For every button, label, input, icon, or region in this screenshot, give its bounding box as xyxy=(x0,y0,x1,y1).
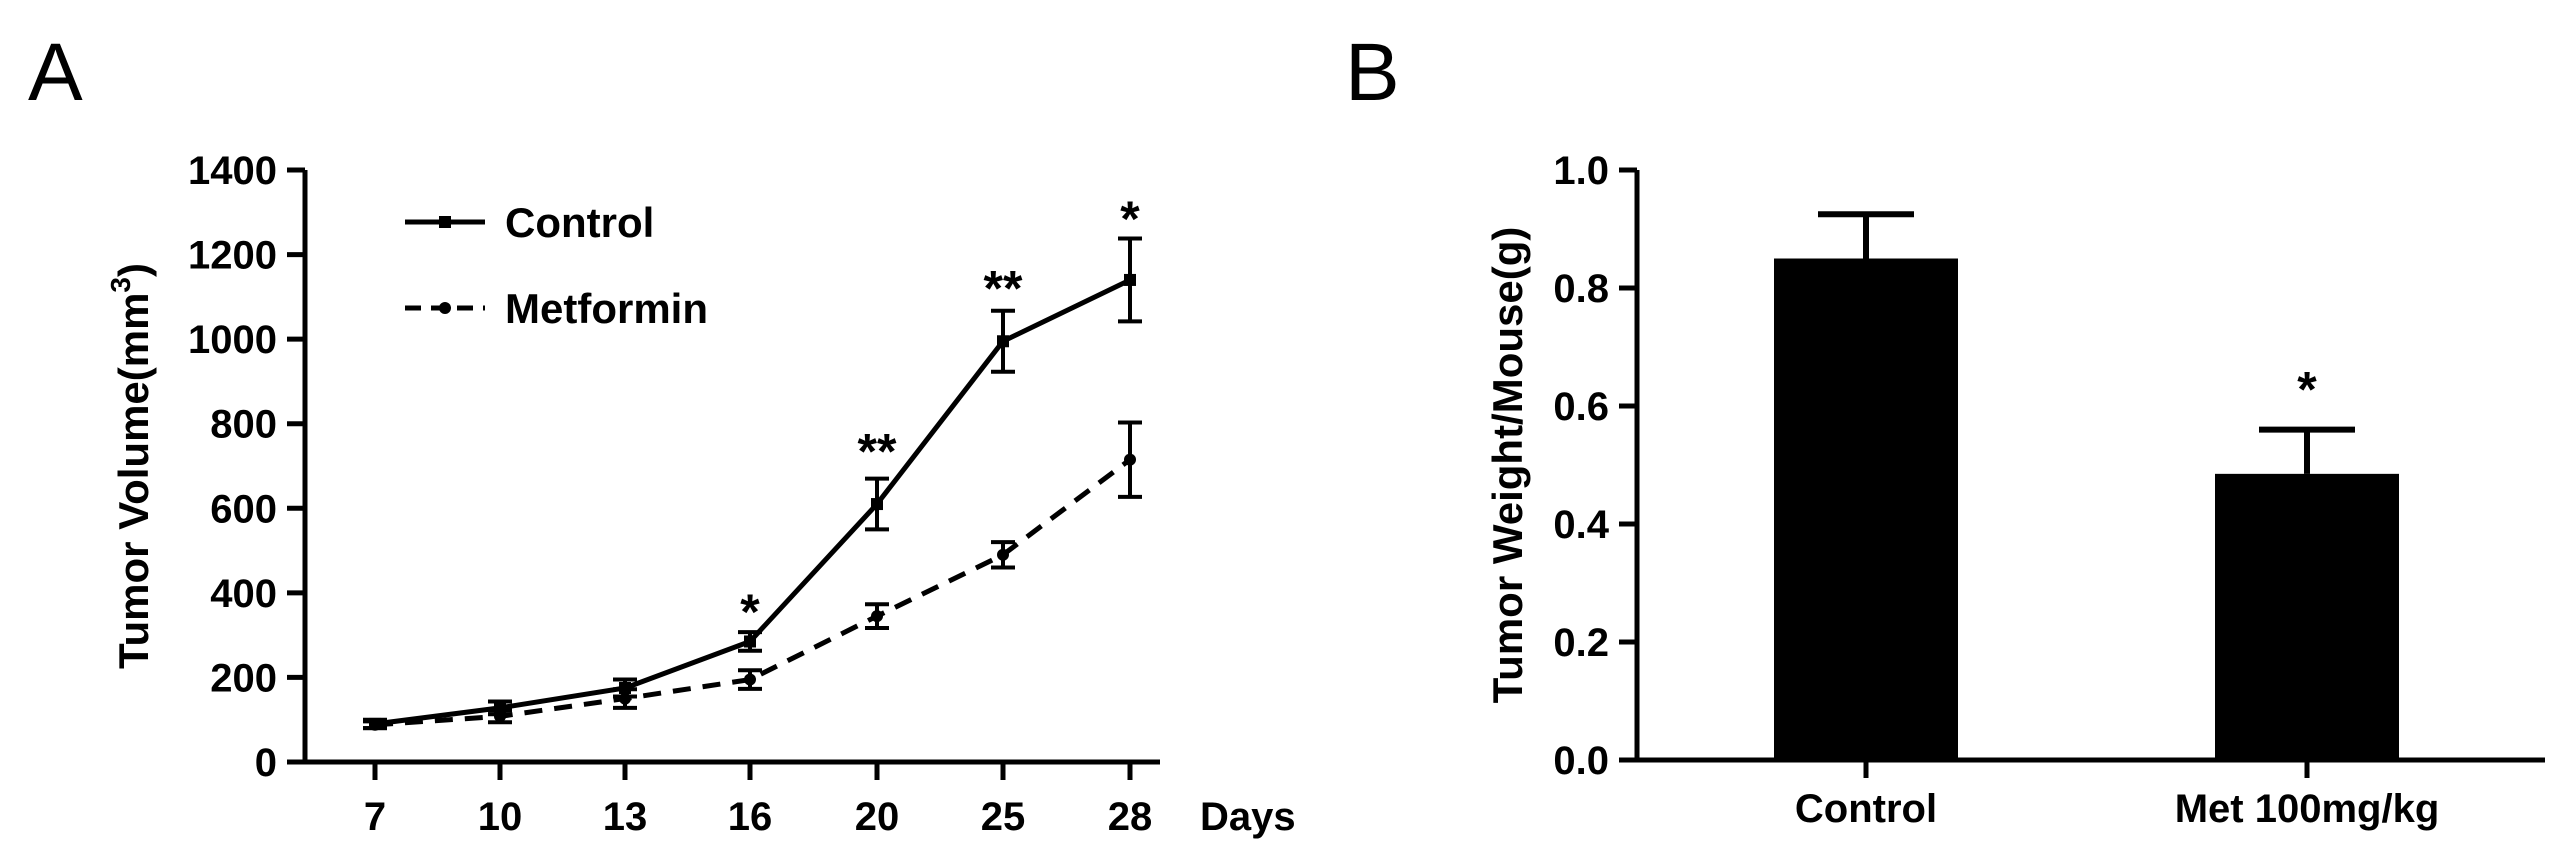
y-tick-label-a: 1000 xyxy=(188,318,277,362)
y-tick-label-a: 600 xyxy=(210,487,277,531)
y-tick-label-a: 200 xyxy=(210,656,277,700)
data-point-metformin xyxy=(997,548,1009,561)
series-line-control xyxy=(374,277,1132,727)
data-point-metformin xyxy=(871,610,883,623)
y-tick-label-b: 0.6 xyxy=(1553,385,1609,429)
y-tick-label-b: 0.0 xyxy=(1553,739,1609,783)
y-axis-title-superscript-a: 3 xyxy=(105,277,136,293)
y-axis-title-text-a: Tumor Volume(mm xyxy=(110,293,157,669)
y-tick-label-a: 1200 xyxy=(188,234,277,278)
significance-marker-a: * xyxy=(1120,191,1140,247)
x-tick-label-b: Control xyxy=(1795,787,1937,831)
data-point-metformin xyxy=(494,710,506,723)
data-point-metformin xyxy=(369,718,381,731)
data-point-control xyxy=(997,335,1009,348)
y-tick-label-b: 0.8 xyxy=(1553,267,1609,311)
data-point-control xyxy=(744,635,756,648)
data-point-metformin xyxy=(1124,453,1136,466)
y-tick-label-a: 0 xyxy=(255,741,277,785)
y-tick-label-a: 800 xyxy=(210,403,277,447)
y-axis-title-b: Tumor Weight/Mouse(g) xyxy=(1484,227,1531,704)
x-tick-label-a: 25 xyxy=(981,795,1026,839)
line-chart-tumor-volume: 0 200 400 600 800 1000 1200 1400 7 10 13 16 20 25 28 Da… xyxy=(105,149,1296,839)
bar-chart-tumor-weight: 0.0 0.2 0.4 0.6 0.8 1.0 Tumor Weight/Mouse(g) C… xyxy=(1484,149,2545,831)
y-tick-label-b: 0.4 xyxy=(1553,503,1609,547)
x-tick-label-a: 10 xyxy=(478,795,523,839)
y-axis-title-a: Tumor Volume(mm3) xyxy=(105,263,157,669)
y-tick-label-b: 0.2 xyxy=(1553,621,1609,665)
bar-control xyxy=(1774,258,1958,760)
significance-marker-a: ** xyxy=(858,424,897,480)
y-tick-label-b: 1.0 xyxy=(1553,149,1609,193)
panel-b-label: B xyxy=(1345,27,1400,118)
legend-marker-control xyxy=(439,216,451,228)
significance-marker-b: * xyxy=(2297,362,2317,418)
significance-marker-a: * xyxy=(740,584,760,640)
data-point-metformin xyxy=(744,673,756,686)
legend-label-control: Control xyxy=(505,199,654,246)
x-tick-label-a: 20 xyxy=(855,795,900,839)
data-point-control xyxy=(871,498,883,511)
data-point-control xyxy=(1124,273,1136,286)
significance-marker-a: ** xyxy=(984,261,1023,317)
x-tick-label-a: 28 xyxy=(1108,795,1153,839)
bar-met xyxy=(2215,473,2399,760)
x-axis-title-a: Days xyxy=(1200,795,1296,839)
x-tick-label-a: 16 xyxy=(728,795,773,839)
legend-label-metformin: Metformin xyxy=(505,285,708,332)
panel-a-label: A xyxy=(28,27,83,118)
y-tick-label-a: 1400 xyxy=(188,149,277,193)
legend-marker-metformin xyxy=(439,302,451,314)
y-tick-label-a: 400 xyxy=(210,572,277,616)
y-axis-title-close-a: ) xyxy=(110,263,157,277)
x-tick-label-a: 13 xyxy=(603,795,648,839)
x-tick-label-b: Met 100mg/kg xyxy=(2175,787,2440,831)
x-tick-label-a: 7 xyxy=(364,795,386,839)
data-point-metformin xyxy=(619,692,631,705)
